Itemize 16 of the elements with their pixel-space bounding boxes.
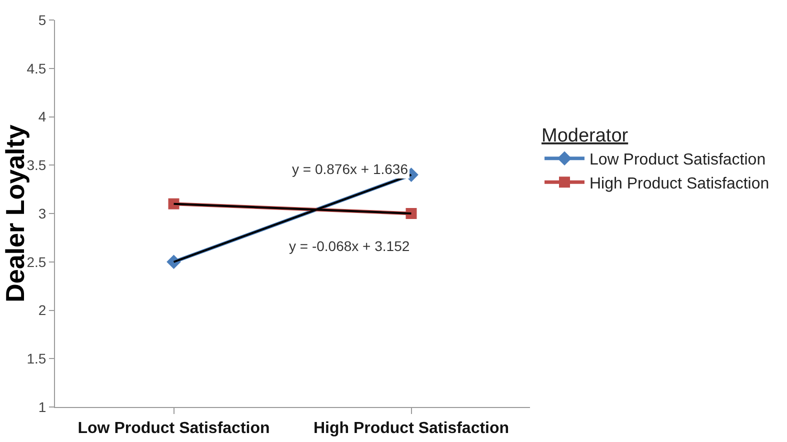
legend-label: Low Product Satisfaction xyxy=(590,152,766,169)
legend-label: High Product Satisfaction xyxy=(590,175,770,192)
y-tick-label: 2.5 xyxy=(26,254,46,270)
y-tick-label: 1.5 xyxy=(26,350,46,367)
point xyxy=(168,198,180,210)
y-tick-label: 1 xyxy=(38,398,46,415)
y-tick-label: 4.5 xyxy=(26,60,46,76)
annotation: y = 0.876x + 1.636 xyxy=(292,161,408,177)
y-tick-label: 3 xyxy=(38,205,46,222)
y-tick-label: 2 xyxy=(38,302,46,318)
y-tick-label: 3.5 xyxy=(26,157,46,174)
legend-title: Moderator xyxy=(542,125,629,146)
point xyxy=(406,208,417,219)
y-tick-label: 4 xyxy=(38,108,46,125)
annotation: y = -0.068x + 3.152 xyxy=(289,238,410,254)
y-tick-label: 5 xyxy=(38,12,46,28)
